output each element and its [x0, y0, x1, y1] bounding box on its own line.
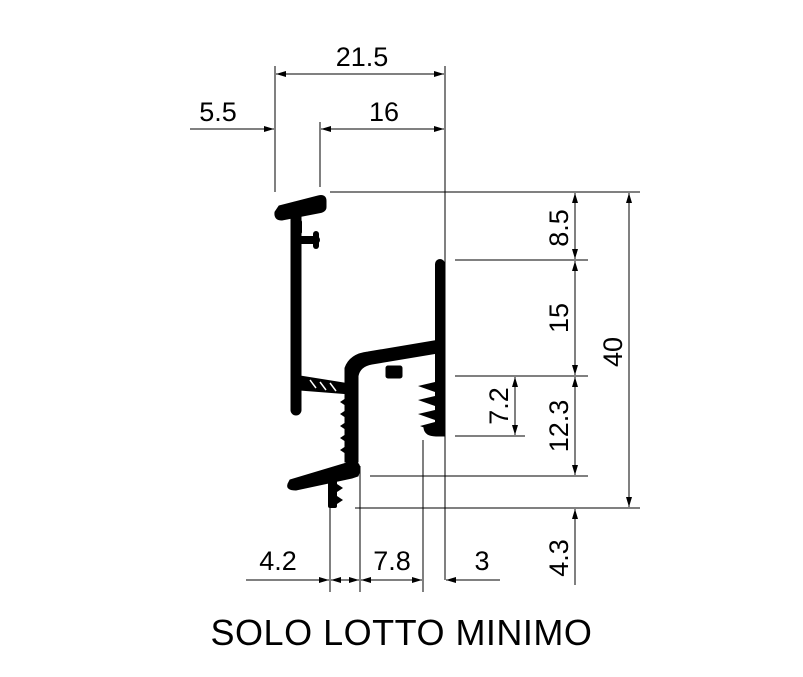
dim-top-gap: 8.5 — [544, 209, 574, 247]
dim-overall-width: 21.5 — [336, 42, 389, 72]
dim-upper-height: 15 — [544, 303, 574, 333]
dim-mid-height: 12.3 — [544, 400, 574, 453]
dim-top-width: 16 — [369, 97, 399, 127]
drawing-caption: SOLO LOTTO MINIMO — [210, 612, 593, 653]
aluminium-profile — [274, 195, 446, 508]
extension-lines — [274, 66, 640, 592]
dim-bottom-middle: 7.8 — [373, 546, 411, 576]
dim-total-height: 40 — [598, 337, 628, 367]
dim-bottom-height: 4.3 — [544, 539, 574, 577]
dim-left-offset: 5.5 — [199, 97, 237, 127]
dim-bottom-left: 4.2 — [259, 546, 297, 576]
dimension-lines — [190, 71, 632, 585]
dim-bottom-right: 3 — [474, 546, 489, 576]
dim-tooth-height: 7.2 — [484, 387, 514, 425]
dimension-labels: 21.5 5.5 16 8.5 15 40 7.2 12.3 4.3 4.2 7… — [199, 42, 628, 577]
